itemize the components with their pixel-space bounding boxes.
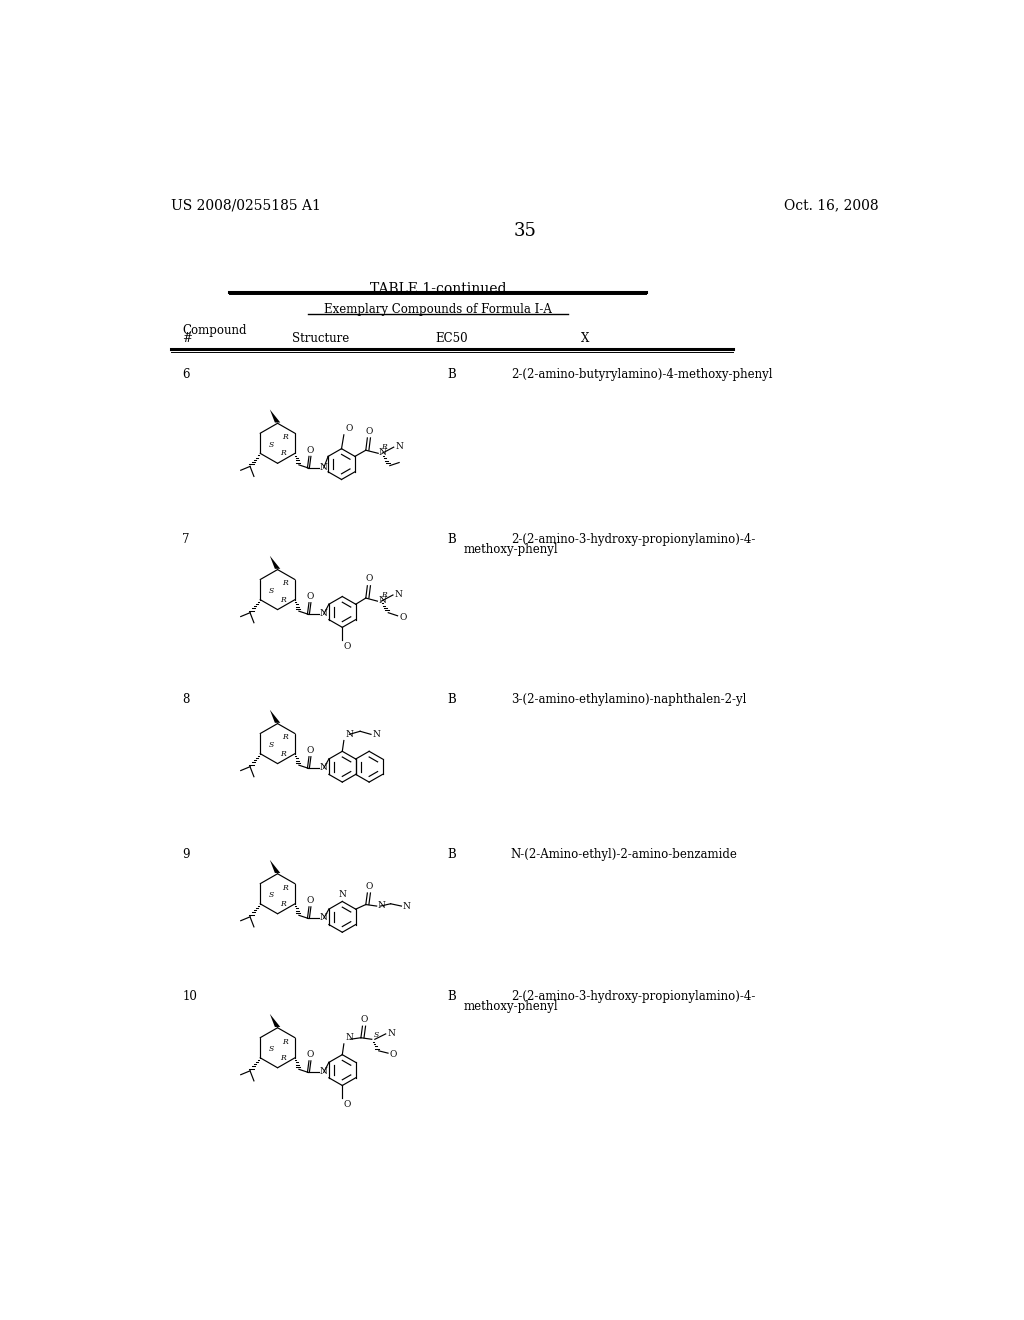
Text: R: R (381, 591, 386, 599)
Text: O: O (306, 746, 313, 755)
Text: N: N (395, 442, 403, 451)
Text: R: R (281, 1053, 286, 1061)
Text: Oct. 16, 2008: Oct. 16, 2008 (784, 198, 879, 213)
Text: 2-(2-amino-3-hydroxy-propionylamino)-4-: 2-(2-amino-3-hydroxy-propionylamino)-4- (511, 990, 756, 1003)
Text: O: O (366, 574, 373, 583)
Text: N: N (403, 902, 411, 911)
Text: N: N (319, 763, 328, 772)
Text: O: O (389, 1051, 397, 1059)
Text: R: R (281, 449, 286, 457)
Text: S: S (268, 891, 274, 899)
Text: O: O (306, 593, 313, 601)
Text: S: S (268, 587, 274, 595)
Text: N: N (319, 609, 328, 618)
Text: methoxy-phenyl: methoxy-phenyl (464, 1001, 558, 1012)
Text: N: N (387, 1030, 395, 1039)
Text: R: R (281, 750, 286, 758)
Text: R: R (282, 433, 288, 441)
Text: R: R (382, 444, 387, 451)
Text: Exemplary Compounds of Formula I-A: Exemplary Compounds of Formula I-A (324, 304, 552, 317)
Polygon shape (270, 556, 281, 569)
Text: Compound: Compound (182, 323, 247, 337)
Text: 7: 7 (182, 533, 189, 546)
Text: O: O (306, 896, 313, 906)
Text: 10: 10 (182, 990, 198, 1003)
Text: #: # (182, 333, 193, 346)
Text: 2-(2-amino-butyrylamino)-4-methoxy-phenyl: 2-(2-amino-butyrylamino)-4-methoxy-pheny… (511, 368, 772, 381)
Text: S: S (268, 741, 274, 750)
Text: O: O (399, 612, 407, 622)
Text: N: N (394, 590, 402, 599)
Text: R: R (281, 900, 286, 908)
Text: N: N (378, 900, 385, 909)
Text: N: N (319, 913, 328, 923)
Text: B: B (447, 533, 457, 546)
Text: O: O (306, 446, 313, 455)
Text: 3-(2-amino-ethylamino)-naphthalen-2-yl: 3-(2-amino-ethylamino)-naphthalen-2-yl (511, 693, 746, 706)
Text: N: N (319, 463, 328, 471)
Text: B: B (447, 693, 457, 706)
Text: 6: 6 (182, 368, 189, 381)
Text: O: O (344, 1100, 351, 1109)
Text: O: O (345, 424, 353, 433)
Text: O: O (344, 642, 351, 651)
Text: O: O (306, 1051, 313, 1059)
Polygon shape (270, 409, 281, 422)
Text: N: N (379, 447, 387, 457)
Text: N: N (338, 890, 346, 899)
Text: R: R (282, 1038, 288, 1045)
Text: O: O (360, 1015, 368, 1024)
Text: S: S (374, 1031, 379, 1039)
Polygon shape (270, 859, 281, 873)
Text: N: N (319, 1067, 328, 1076)
Text: O: O (366, 426, 373, 436)
Text: 8: 8 (182, 693, 189, 706)
Text: Structure: Structure (292, 333, 349, 346)
Text: methoxy-phenyl: methoxy-phenyl (464, 544, 558, 557)
Text: R: R (282, 579, 288, 587)
Text: R: R (281, 595, 286, 603)
Text: N-(2-Amino-ethyl)-2-amino-benzamide: N-(2-Amino-ethyl)-2-amino-benzamide (511, 849, 737, 862)
Polygon shape (270, 710, 281, 723)
Polygon shape (270, 1014, 281, 1027)
Text: 9: 9 (182, 849, 189, 862)
Text: US 2008/0255185 A1: US 2008/0255185 A1 (171, 198, 321, 213)
Text: N: N (378, 595, 386, 605)
Text: 2-(2-amino-3-hydroxy-propionylamino)-4-: 2-(2-amino-3-hydroxy-propionylamino)-4- (511, 533, 756, 546)
Text: TABLE 1-continued: TABLE 1-continued (370, 281, 506, 296)
Text: R: R (282, 883, 288, 891)
Text: R: R (282, 734, 288, 742)
Text: N: N (345, 1034, 353, 1043)
Text: O: O (366, 882, 373, 891)
Text: X: X (581, 333, 590, 346)
Text: N: N (373, 730, 380, 739)
Text: B: B (447, 849, 457, 862)
Text: B: B (447, 990, 457, 1003)
Text: B: B (447, 368, 457, 381)
Text: S: S (268, 1045, 274, 1053)
Text: 35: 35 (513, 222, 537, 239)
Text: EC50: EC50 (435, 333, 468, 346)
Text: S: S (268, 441, 274, 449)
Text: N: N (345, 730, 353, 739)
